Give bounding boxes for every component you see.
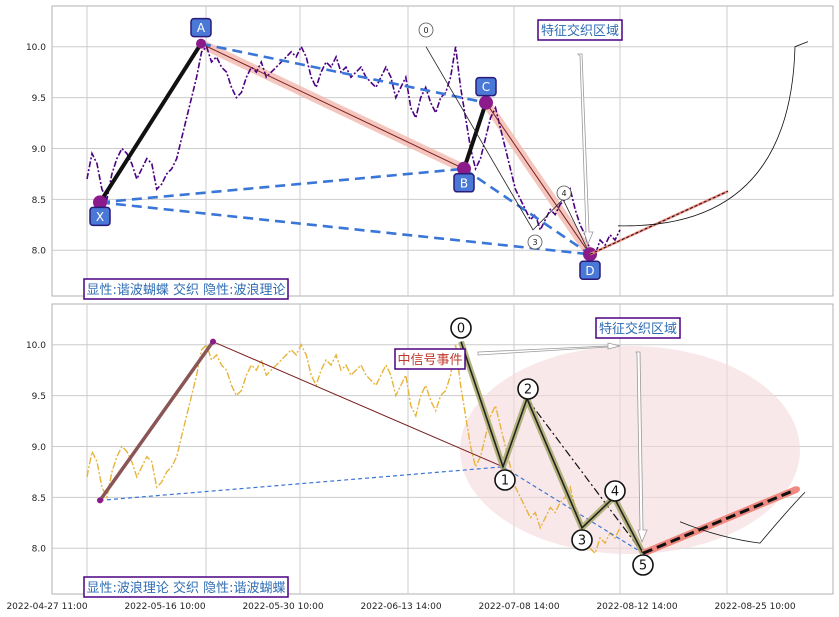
top-ytick-label: 9.5: [32, 94, 46, 104]
price-line-top: [86, 44, 621, 257]
annotation-text-bottom: 特征交织区域: [599, 321, 677, 337]
annotation-arrow: [577, 53, 594, 246]
wave-marker: [418, 22, 434, 38]
point-label-text: D: [585, 264, 594, 278]
point-label-box: [190, 17, 212, 38]
point-label-text: X: [96, 210, 104, 224]
wave-label-text: 1: [501, 474, 509, 489]
xtick-label: 2022-05-30 10:00: [242, 602, 323, 612]
price-line-bottom: [86, 343, 621, 555]
wave-marker-label: 4: [561, 189, 566, 198]
ab-leg: [200, 43, 465, 170]
wave-label-circle: [494, 469, 516, 491]
xb-dashed-line: [99, 167, 465, 204]
projection-line-bottom: [642, 487, 798, 555]
bottom-panel: 8.0 8.5 9.0 9.5 10.0 0 1 2 3 4 5 中信号事件 特征交织区域显性:波浪理论…: [26, 303, 834, 598]
caption-text-bottom: 显性:波浪理论 交织 隐性:谐波蝴蝶: [86, 580, 285, 596]
wave-label-circle: [517, 378, 539, 400]
annotation-text: 特征交织区域: [541, 23, 619, 39]
event-arrow: [477, 342, 621, 356]
wave-marker-label: 3: [532, 238, 537, 247]
wave-thin-line: [425, 46, 591, 255]
xtick-label: 2022-04-27 11:00: [6, 602, 87, 612]
x-axis: 2022-04-27 11:00 2022-05-16 10:00 2022-05-…: [6, 602, 795, 612]
wave-dashdot-line: [526, 398, 644, 554]
bottom-ytick-label: 8.0: [32, 545, 47, 555]
wave-label-text: 5: [639, 559, 647, 574]
event-box: [394, 348, 466, 370]
point-label-d: D: [579, 260, 601, 281]
pivot-dot-b: [457, 161, 471, 176]
wave-label-circle: [604, 480, 626, 502]
bc-leg: [462, 102, 488, 170]
bottom-ytick-label: 10.0: [26, 341, 46, 351]
cd-leg: [485, 102, 591, 255]
caption-text: 显性:谐波蝴蝶 交织 隐性:波浪理论: [86, 282, 285, 298]
wave-label-circle: [632, 554, 654, 576]
point-label-x: X: [89, 206, 111, 227]
wave-marker: [556, 185, 572, 201]
top-ytick-label: 8.0: [32, 247, 47, 257]
point-label-c: C: [475, 76, 497, 97]
point-label-box: [453, 173, 475, 193]
point-label-text: A: [197, 21, 206, 35]
wave-label-circle: [450, 317, 472, 339]
annotation-box-bottom: [595, 317, 681, 339]
ab-leg-bottom: [212, 341, 504, 468]
wave-label-text: 4: [611, 485, 619, 500]
pivot-x-bottom: [97, 497, 103, 504]
top-ytick-label: 10.0: [26, 43, 46, 53]
point-label-b: B: [453, 173, 475, 193]
xa-leg: [98, 42, 203, 204]
xtick-label: 2022-07-08 14:00: [478, 602, 559, 612]
xd-dashed-line: [99, 201, 591, 256]
caption-box: [83, 278, 289, 300]
annotation-arrow-bottom: [635, 351, 648, 544]
point-label-text: C: [482, 80, 490, 94]
xb-dashed-bottom: [99, 466, 504, 501]
xtick-label: 2022-08-12 14:00: [596, 602, 677, 612]
pivot-dot-c: [479, 95, 493, 110]
top-ytick-label: 9.0: [32, 145, 47, 155]
ac-dashed-line: [200, 42, 487, 104]
point-label-text: B: [460, 176, 468, 190]
projection-curve-bottom: [679, 491, 806, 544]
point-label-box: [475, 76, 497, 97]
pivot-dot-a: [196, 38, 206, 49]
wave-marker: [527, 234, 543, 250]
bottom-ytick-label: 9.5: [32, 392, 46, 402]
wave-marker-label: 0: [423, 26, 428, 35]
bottom-ytick-label: 8.5: [32, 494, 46, 504]
point-label-box: [89, 206, 111, 227]
projection-line: [589, 190, 729, 255]
xtick-label: 2022-08-25 10:00: [714, 602, 795, 612]
point-label-box: [579, 260, 601, 281]
highlight-ellipse: [460, 346, 800, 554]
wave-label-text: 0: [457, 322, 465, 337]
point-label-a: A: [190, 17, 212, 38]
event-text: 中信号事件: [397, 353, 462, 368]
annotation-box: [537, 19, 623, 41]
projection-end: [794, 486, 800, 493]
wave-label-text: 2: [524, 383, 532, 398]
projection-curve: [617, 41, 809, 227]
wave-line: [460, 341, 644, 554]
pivot-a-bottom: [210, 338, 216, 345]
wave-label-circle: [571, 529, 593, 551]
top-ytick-label: 8.5: [32, 196, 46, 206]
xtick-label: 2022-06-13 14:00: [360, 602, 441, 612]
pivot-dot-x: [93, 195, 107, 210]
wave-label-text: 3: [578, 534, 586, 549]
caption-box-bottom: [83, 576, 289, 598]
xtick-label: 2022-05-16 10:00: [124, 602, 205, 612]
bottom-ytick-label: 9.0: [32, 443, 47, 453]
xa-leg-bottom: [98, 340, 215, 502]
top-plot-area: [51, 5, 834, 297]
bd-dashed-line: [463, 167, 591, 256]
